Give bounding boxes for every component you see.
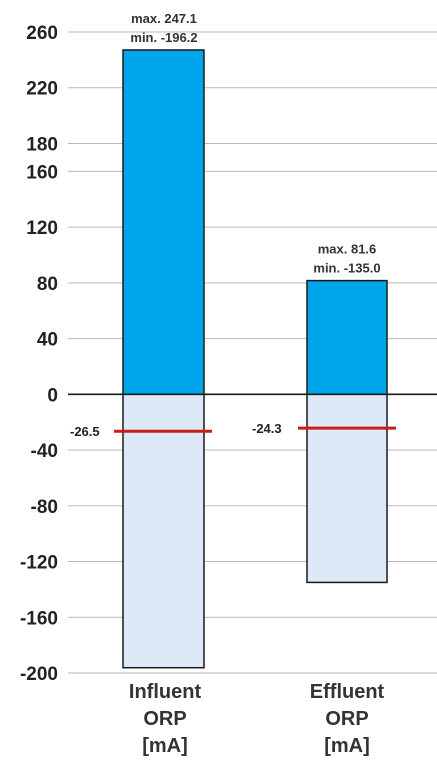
y-tick-label: -120 — [20, 553, 58, 574]
y-tick-label: 40 — [37, 330, 58, 351]
category-label: Effluent — [310, 681, 385, 703]
y-tick-label: 180 — [26, 134, 58, 155]
min-label: min. -196.2 — [130, 30, 197, 45]
y-tick-label: 160 — [26, 162, 58, 183]
y-tick-label: 0 — [47, 385, 58, 406]
y-tick-label: -40 — [31, 441, 58, 462]
max-label: max. 81.6 — [318, 242, 377, 257]
bar-positive-range — [306, 279, 388, 396]
y-tick-label: 120 — [26, 218, 58, 239]
max-label: max. 247.1 — [131, 11, 197, 26]
bars — [114, 49, 396, 669]
mean-label: -24.3 — [252, 421, 282, 436]
category-label: [mA] — [142, 735, 188, 757]
category-label: ORP — [143, 708, 186, 730]
y-tick-label: -80 — [31, 497, 58, 518]
bar-negative-range — [306, 393, 388, 584]
mean-label: -26.5 — [70, 424, 100, 439]
y-tick-label: -200 — [20, 664, 58, 685]
y-axis-tick-labels: 260 220 180 160 120 80 40 0 -40 -80 -120 -160 -200 — [20, 23, 58, 685]
category-label: [mA] — [324, 735, 370, 757]
category-label: Influent — [129, 681, 202, 703]
y-tick-label: 260 — [26, 23, 58, 44]
bar-positive-range — [122, 49, 205, 396]
min-label: min. -135.0 — [313, 261, 380, 276]
x-axis-category-labels: Influent ORP [mA] Effluent ORP [mA] — [129, 681, 385, 757]
y-tick-label: -160 — [20, 608, 58, 629]
bar-negative-range — [122, 393, 205, 669]
y-tick-label: 220 — [26, 79, 58, 100]
category-label: ORP — [325, 708, 368, 730]
y-tick-label: 80 — [37, 274, 58, 295]
bar-annotations: max. 247.1 min. -196.2 -26.5 max. 81.6 min. … — [70, 11, 381, 439]
